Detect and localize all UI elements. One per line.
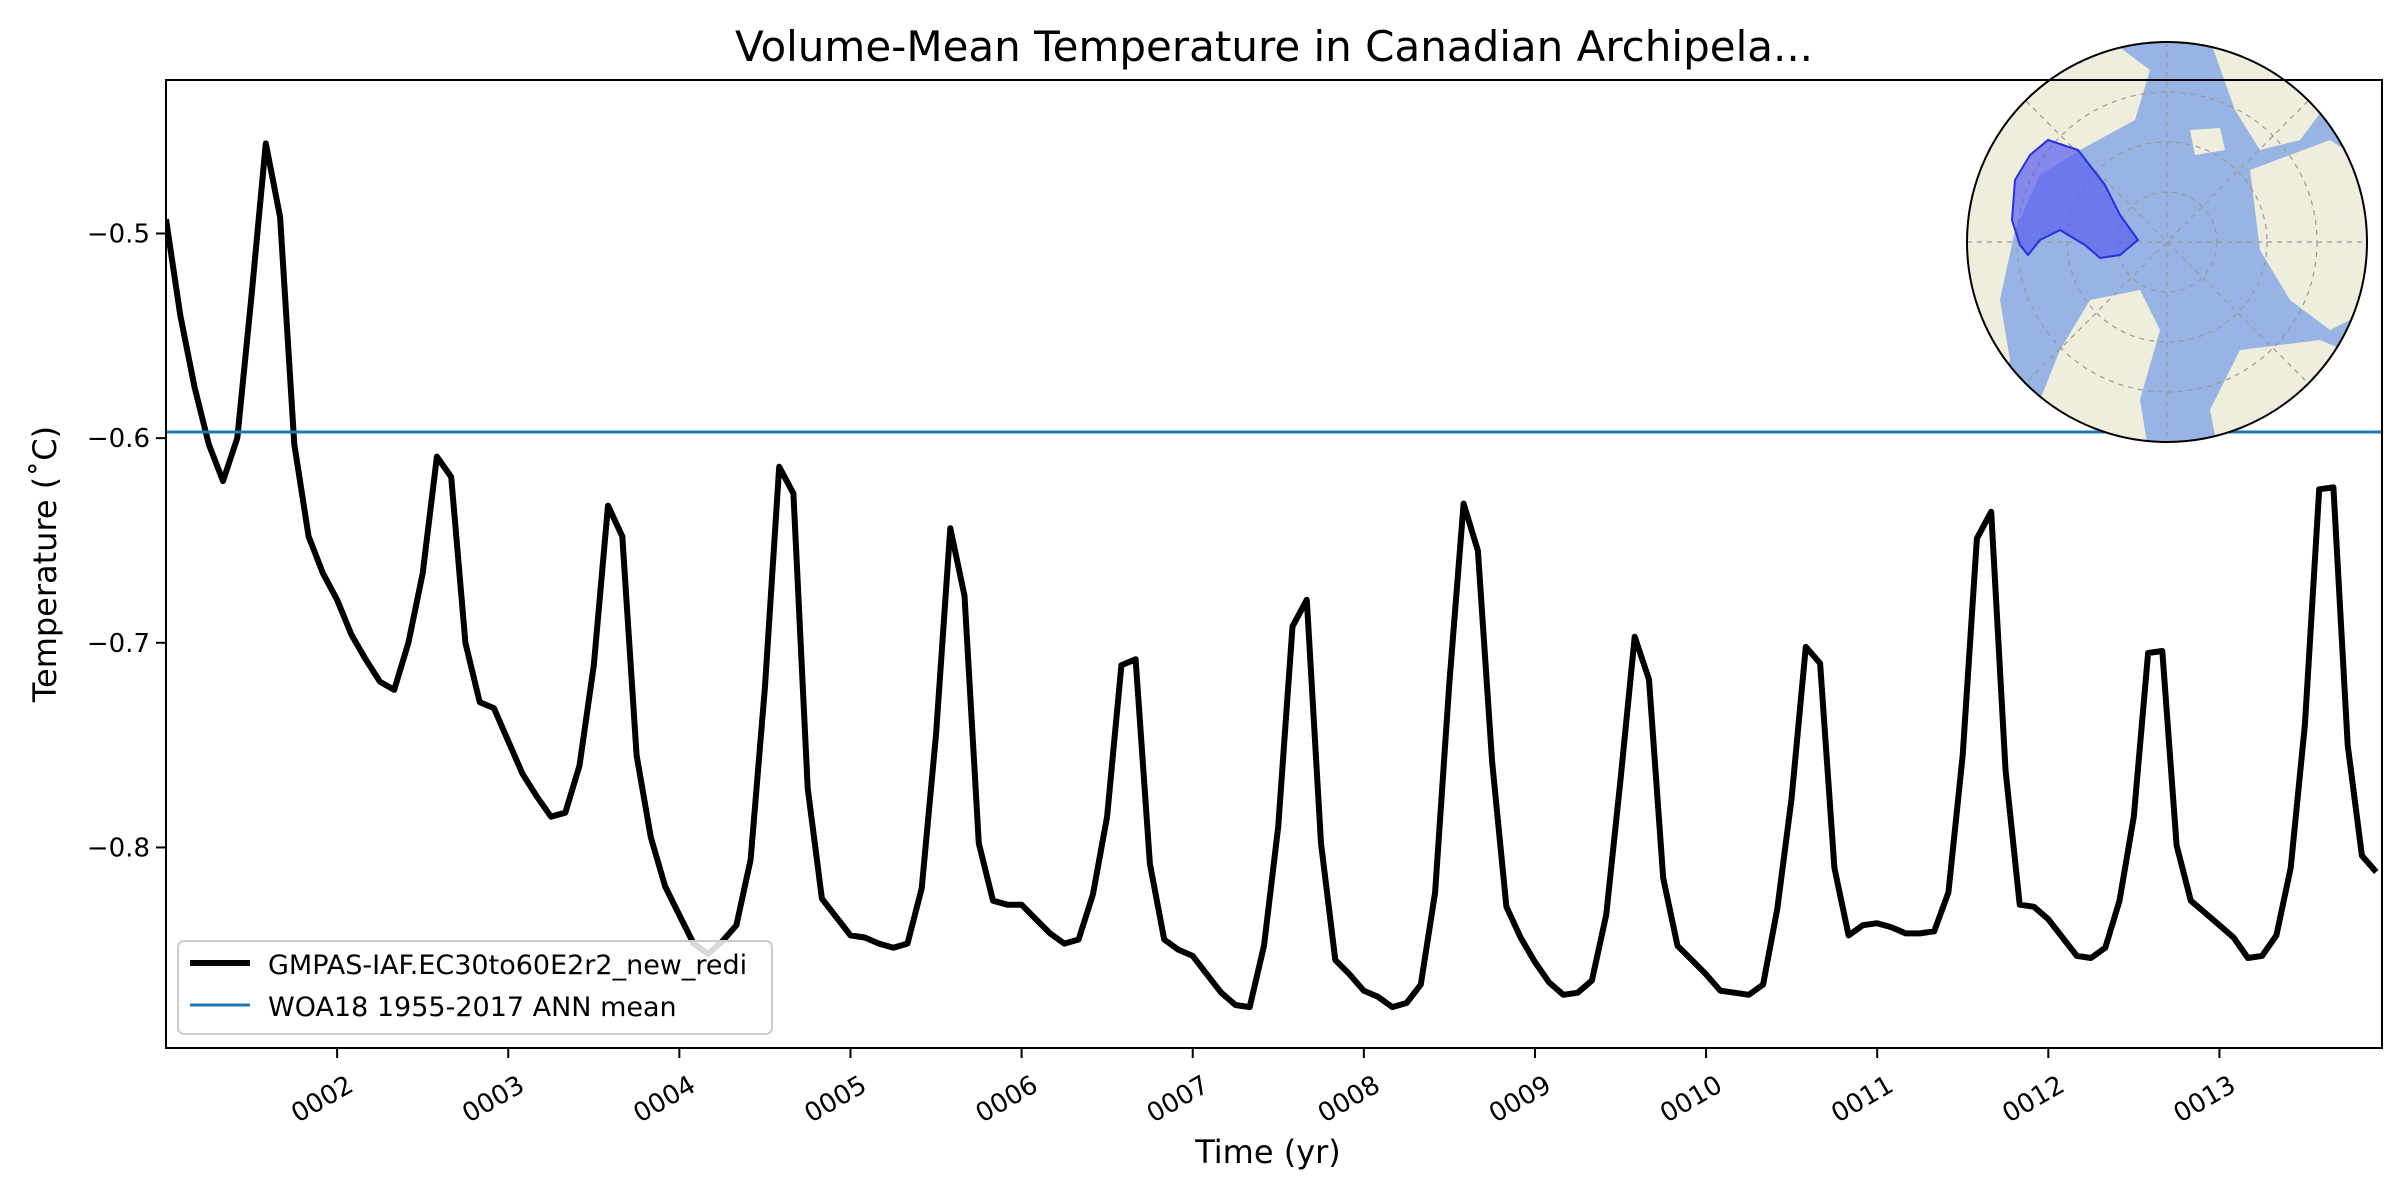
legend: GMPAS-IAF.EC30to60E2r2_new_redi WOA18 19… <box>177 940 773 1035</box>
y-axis: −0.5 −0.6 −0.7 −0.8 <box>87 219 166 863</box>
y-axis-label: Temperature (˚C) <box>26 426 64 703</box>
legend-label-series-1: WOA18 1955-2017 ANN mean <box>268 992 677 1023</box>
chart-title: Volume-Mean Temperature in Canadian Arch… <box>735 22 1813 71</box>
legend-box <box>177 940 773 1035</box>
legend-label-series-0: GMPAS-IAF.EC30to60E2r2_new_redi <box>268 950 747 981</box>
plot-lines <box>166 140 2382 1011</box>
map-region-polygon <box>2010 138 2140 260</box>
map-graticule <box>1967 42 2367 442</box>
y-tick-label: −0.5 <box>87 219 150 249</box>
y-tick-label: −0.6 <box>87 424 150 454</box>
y-tick-label: −0.8 <box>87 833 150 863</box>
x-axis-label: Time (yr) <box>1194 1133 1341 1171</box>
plot-area-frame <box>165 79 2383 1049</box>
map-border <box>1966 41 2368 443</box>
y-tick-label: −0.7 <box>87 629 150 659</box>
series-line-0 <box>166 140 2379 1011</box>
